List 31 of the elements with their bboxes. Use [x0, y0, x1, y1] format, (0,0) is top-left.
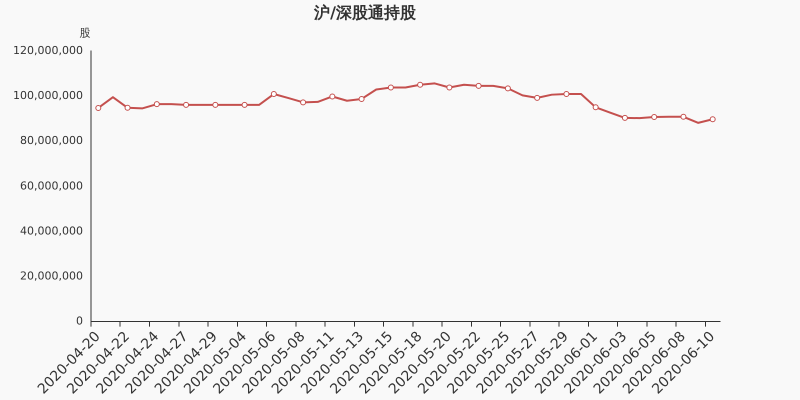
- y-tick-label: 0: [76, 314, 83, 328]
- point: [592, 104, 599, 110]
- point: [446, 84, 452, 90]
- point: [270, 91, 277, 98]
- point: [563, 91, 570, 98]
- point: [95, 104, 102, 111]
- chart-title: 沪/深股通持股: [313, 2, 417, 22]
- y-tick-label: 20,000,000: [20, 269, 83, 282]
- point: [417, 82, 424, 88]
- point: [534, 94, 540, 101]
- point: [358, 96, 365, 102]
- y-tick-label: 60,000,000: [20, 179, 83, 192]
- point: [183, 102, 190, 108]
- point: [622, 114, 628, 121]
- point: [476, 82, 482, 89]
- point: [680, 114, 686, 120]
- point: [242, 102, 248, 108]
- point: [154, 101, 160, 108]
- point: [710, 116, 716, 122]
- point: [388, 84, 394, 90]
- point: [124, 104, 131, 111]
- point: [329, 93, 336, 100]
- y-tick-label: 120,000,000: [12, 44, 83, 58]
- point: [651, 114, 658, 120]
- point: [212, 102, 218, 108]
- point: [300, 99, 306, 106]
- y-axis-title: 股: [79, 26, 90, 40]
- y-tick-label: 100,000,000: [12, 89, 83, 102]
- point: [504, 85, 511, 92]
- y-tick-label: 80,000,000: [20, 134, 83, 148]
- y-tick-label: 40,000,000: [20, 224, 83, 238]
